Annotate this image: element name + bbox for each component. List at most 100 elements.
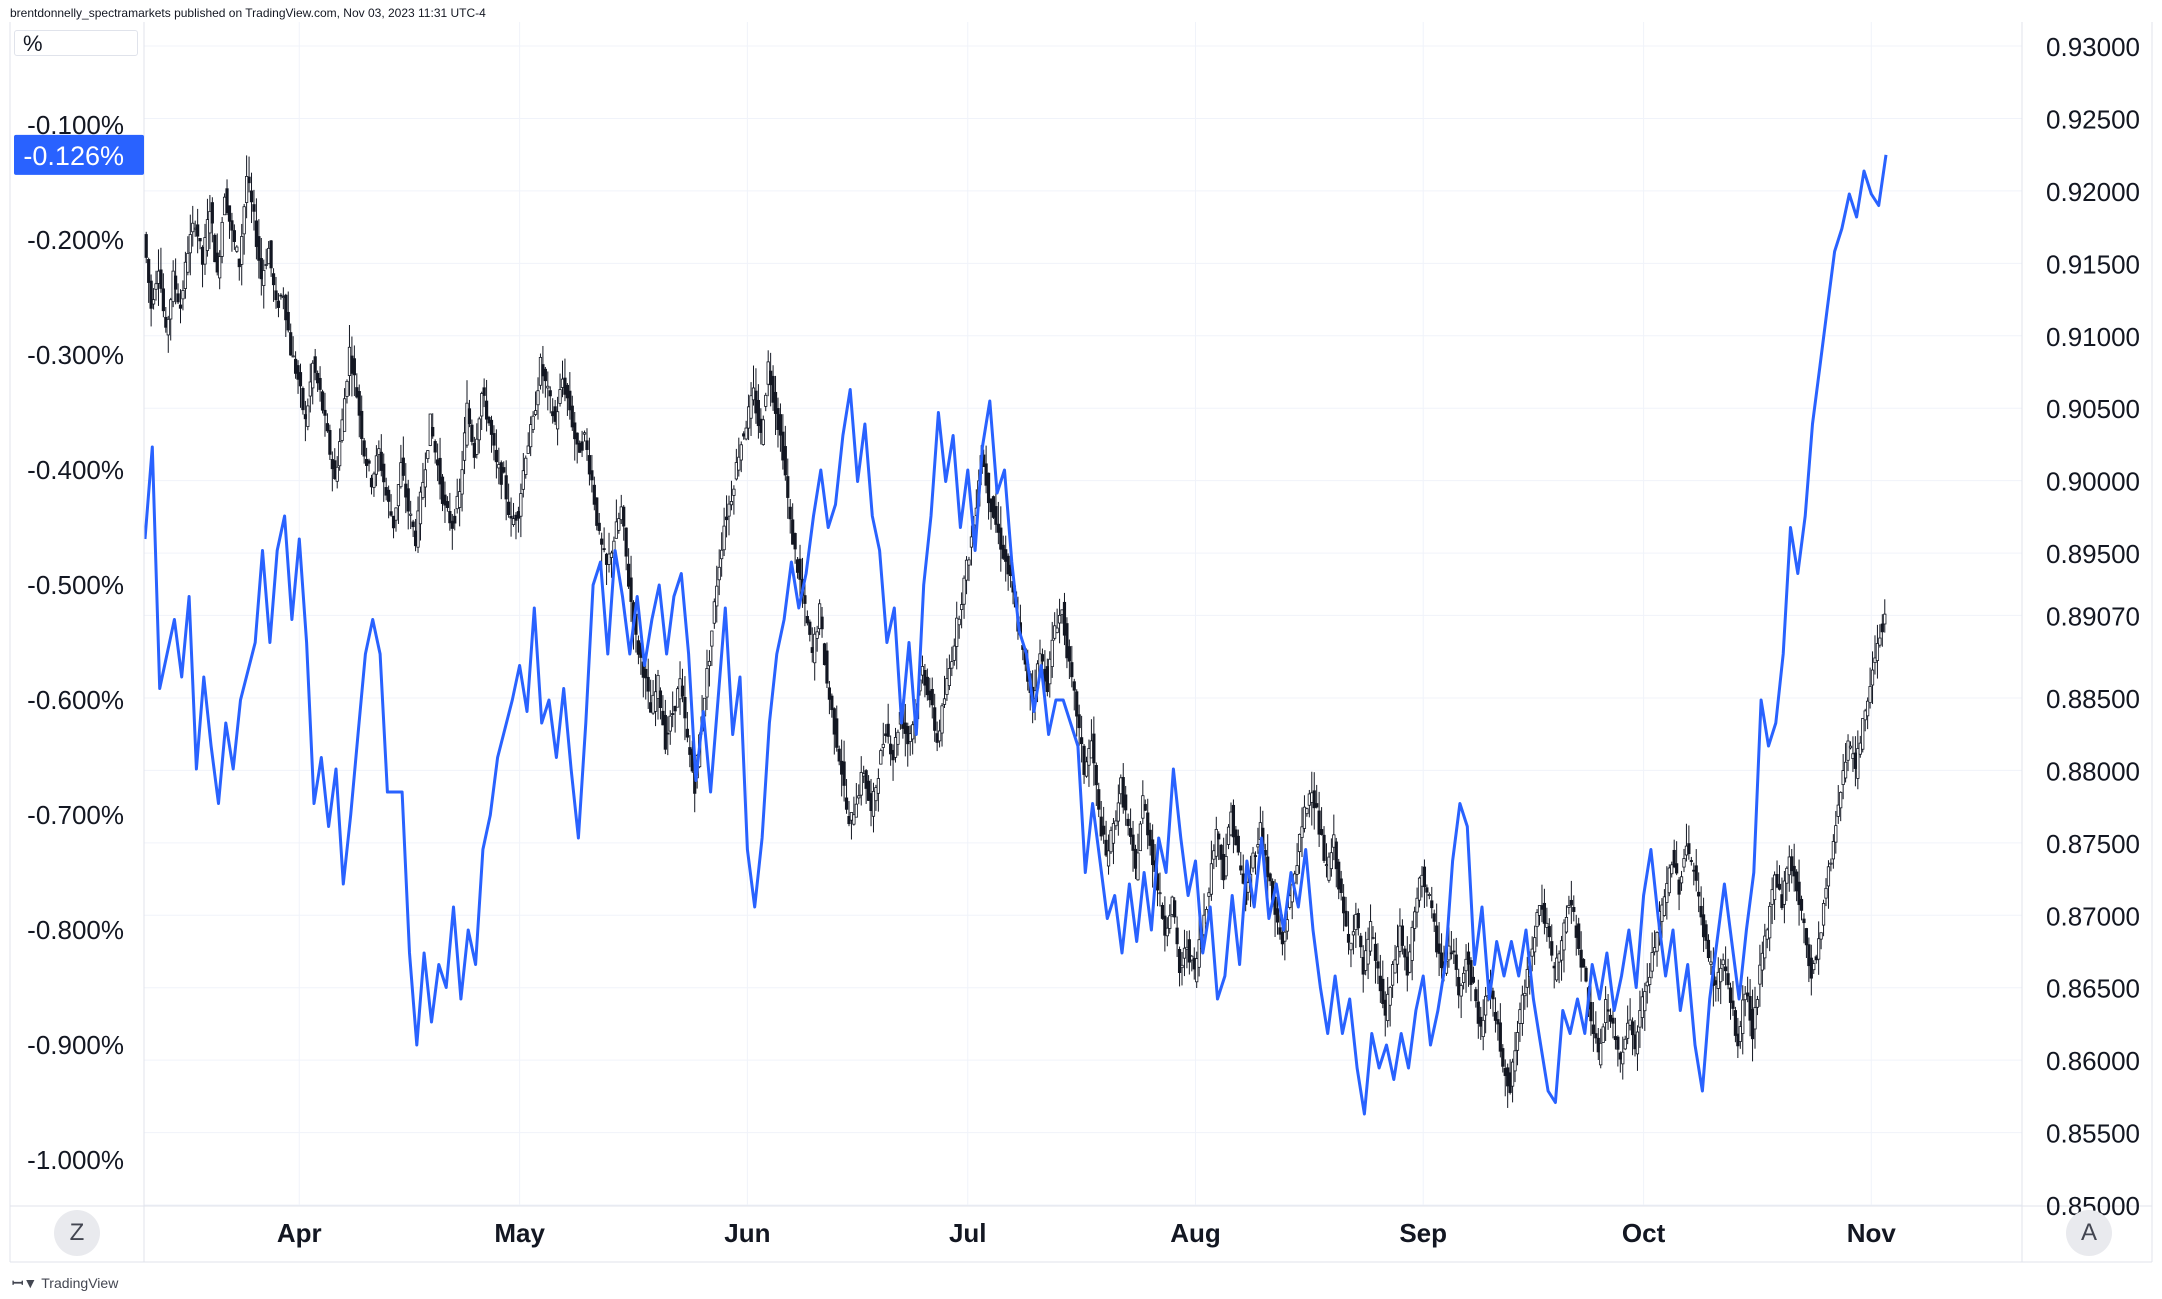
left-axis-tick-label: -0.200% bbox=[27, 225, 124, 255]
candle-body bbox=[1792, 865, 1796, 877]
candle-body bbox=[296, 365, 300, 380]
candle-body bbox=[1427, 894, 1431, 896]
candle-body bbox=[1709, 961, 1713, 965]
candle-body bbox=[1403, 948, 1407, 958]
candle-body bbox=[857, 795, 861, 799]
auto-scale-button[interactable]: A bbox=[2066, 1210, 2112, 1256]
candle-body bbox=[166, 318, 170, 336]
candle-body bbox=[1765, 929, 1769, 940]
candle-body bbox=[183, 261, 188, 289]
tradingview-logo-text: TradingView bbox=[41, 1275, 119, 1291]
candle-body bbox=[494, 449, 498, 463]
candle-body bbox=[1613, 1036, 1618, 1040]
candle-body bbox=[382, 463, 386, 483]
candle-body bbox=[808, 621, 812, 635]
candle-body bbox=[1829, 862, 1833, 865]
candle-body bbox=[964, 559, 969, 581]
candle-body bbox=[1628, 1019, 1632, 1026]
candle-body bbox=[563, 377, 567, 395]
candle-body bbox=[590, 470, 594, 481]
candle-body bbox=[575, 432, 579, 445]
candle-body bbox=[1295, 865, 1299, 875]
candle-body bbox=[1317, 810, 1321, 835]
candle-body bbox=[776, 408, 780, 430]
candle-body bbox=[1226, 826, 1231, 845]
candle-body bbox=[198, 237, 202, 242]
candle-body bbox=[1376, 961, 1380, 969]
candle-body bbox=[1579, 949, 1583, 968]
candle-body bbox=[1297, 833, 1302, 853]
right-axis-tick-label: 0.92000 bbox=[2046, 177, 2140, 207]
candle-body bbox=[614, 521, 618, 539]
candle-body bbox=[1616, 1036, 1620, 1050]
candle-body bbox=[1606, 1009, 1610, 1012]
right-axis-tick-label: 0.87000 bbox=[2046, 901, 2140, 931]
left-price-axis[interactable]: -0.100%-0.200%-0.300%-0.400%-0.500%-0.60… bbox=[27, 110, 124, 1175]
candle-body bbox=[242, 206, 246, 235]
candle-body bbox=[404, 483, 408, 498]
left-axis-tick-label: -0.300% bbox=[27, 340, 124, 370]
candle-body bbox=[646, 676, 650, 692]
candle-body bbox=[330, 459, 334, 470]
candle-body bbox=[470, 424, 474, 442]
tradingview-logo[interactable]: ꟷ▼ TradingView bbox=[12, 1274, 118, 1293]
candle-body bbox=[602, 548, 606, 551]
candle-body bbox=[352, 358, 356, 376]
candle-body bbox=[284, 294, 288, 321]
candle-body bbox=[1758, 964, 1762, 985]
candle-body bbox=[428, 413, 432, 446]
time-axis[interactable]: Apr May Jun Jul Aug Sep Oct Nov bbox=[277, 1218, 1897, 1248]
candle-body bbox=[235, 246, 239, 252]
candle-body bbox=[940, 705, 944, 734]
candle-body bbox=[367, 460, 371, 464]
left-marker-label: -0.126% bbox=[23, 141, 124, 171]
candle-body bbox=[1530, 948, 1534, 957]
candle-body bbox=[1045, 666, 1049, 693]
candle-body bbox=[1821, 903, 1826, 926]
candle-body bbox=[1459, 985, 1463, 997]
candle-body bbox=[617, 518, 621, 531]
candle-body bbox=[1121, 777, 1125, 808]
candle-body bbox=[1633, 1034, 1637, 1050]
right-axis-tick-label: 0.87500 bbox=[2046, 829, 2140, 859]
candle-body bbox=[1591, 1024, 1595, 1035]
candle-body bbox=[1400, 925, 1404, 946]
candle-body bbox=[1731, 1000, 1735, 1009]
candle-body bbox=[257, 236, 261, 261]
x-axis-tick-label: Jul bbox=[949, 1218, 987, 1248]
candle-body bbox=[1111, 823, 1116, 844]
candle-body bbox=[1555, 957, 1559, 981]
candle-body bbox=[560, 378, 565, 388]
candle-body bbox=[781, 431, 785, 461]
candle-body bbox=[778, 414, 783, 436]
candle-body bbox=[1163, 915, 1167, 936]
candle-body bbox=[1280, 932, 1285, 945]
candle-body bbox=[188, 234, 192, 254]
candle-body bbox=[475, 438, 479, 455]
candle-body bbox=[952, 645, 956, 661]
percent-scale-label[interactable]: % bbox=[14, 30, 138, 56]
candle-body bbox=[871, 790, 876, 817]
candle-body bbox=[1736, 1033, 1740, 1047]
candle-body bbox=[379, 451, 383, 471]
candle-body bbox=[1136, 852, 1140, 881]
candle-body bbox=[1070, 662, 1074, 678]
x-axis-tick-label: Apr bbox=[277, 1218, 322, 1248]
right-price-axis[interactable]: 0.93000 0.92500 0.92000 0.91500 0.91000 0.905… bbox=[2024, 32, 2150, 1221]
candle-body bbox=[426, 450, 430, 460]
candle-body bbox=[440, 476, 445, 504]
auto-zoom-button[interactable]: Z bbox=[54, 1210, 100, 1256]
candle-body bbox=[159, 269, 163, 289]
candle-body bbox=[876, 778, 880, 794]
candle-body bbox=[306, 405, 310, 427]
candle-body bbox=[487, 416, 491, 424]
candle-body bbox=[144, 234, 148, 258]
candle-body bbox=[1339, 878, 1343, 894]
candle-body bbox=[1611, 1017, 1615, 1024]
candle-body bbox=[766, 361, 770, 385]
candle-body bbox=[1748, 996, 1752, 1021]
candle-body bbox=[1388, 987, 1392, 1006]
candle-body bbox=[1660, 904, 1664, 922]
candle-body bbox=[1728, 987, 1733, 1003]
